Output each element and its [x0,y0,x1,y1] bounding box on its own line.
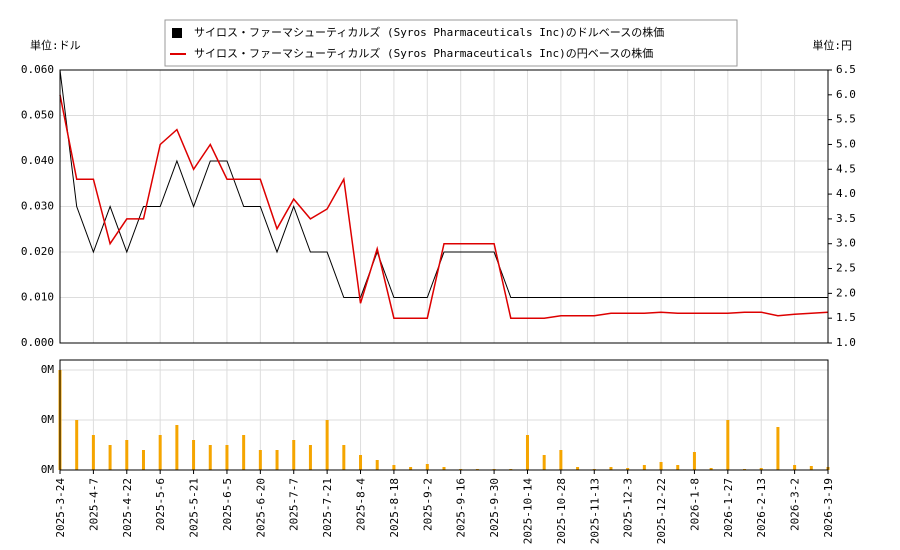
volume-bar [609,467,613,470]
x-tick-label: 2026-3-2 [789,478,802,531]
x-tick-label: 2025-9-16 [455,478,468,538]
volume-bar [525,435,529,470]
y-tick-label: 0M [41,363,55,376]
x-tick-label: 2025-10-28 [555,478,568,544]
y-tick-label: 0M [41,463,55,476]
x-tick-label: 2025-8-18 [388,478,401,538]
volume-bar [759,468,763,470]
volume-bar [626,468,630,470]
y2-axis-label: 単位:円 [812,38,852,52]
volume-bar [225,445,229,470]
y2-tick-label: 5.0 [836,137,856,150]
y-axis-label: 単位:ドル [30,38,81,52]
volume-bar [576,467,580,470]
x-tick-label: 2026-1-27 [722,478,735,538]
volume-bar [692,452,696,470]
volume-bar [409,467,413,470]
volume-bar [75,420,79,470]
y2-tick-label: 1.0 [836,336,856,349]
volume-bar [158,435,162,470]
x-tick-label: 2026-2-13 [755,478,768,538]
price-line [59,94,829,319]
x-tick-label: 2025-10-14 [521,478,534,545]
x-tick-label: 2025-4-7 [87,478,100,531]
y2-tick-label: 3.0 [836,237,856,250]
x-tick-label: 2025-12-3 [622,478,635,538]
y2-tick-label: 5.5 [836,113,856,126]
volume-bar [208,445,212,470]
volume-bar [342,445,346,470]
volume-bar [125,440,129,470]
volume-bar [676,465,680,470]
volume-bar [642,465,646,470]
legend-label: サイロス・ファーマシューティカルズ (Syros Pharmaceuticals… [194,25,664,39]
volume-bar [559,450,563,470]
legend-marker [172,28,182,38]
volume-bar [258,450,262,470]
x-tick-label: 2025-7-7 [288,478,301,531]
x-tick-label: 2025-12-22 [655,478,668,544]
y2-tick-label: 6.0 [836,88,856,101]
y2-tick-label: 1.5 [836,311,856,324]
volume-bar [776,427,780,470]
x-tick-label: 2025-9-2 [421,478,434,531]
x-tick-label: 2025-11-13 [588,478,601,544]
x-tick-label: 2025-5-21 [188,478,201,538]
x-tick-label: 2025-4-22 [121,478,134,538]
y-tick-label: 0.000 [21,336,54,349]
y-tick-label: 0.020 [21,245,54,258]
legend-label: サイロス・ファーマシューティカルズ (Syros Pharmaceuticals… [194,46,653,60]
volume-bar [809,466,813,470]
y-tick-label: 0.010 [21,291,54,304]
legend-box [164,19,738,67]
y2-tick-label: 3.5 [836,212,856,225]
x-tick-label: 2025-6-5 [221,478,234,531]
volume-bar [442,467,446,470]
y2-tick-label: 2.0 [836,286,856,299]
volume-bar [175,425,179,470]
volume-bar [192,440,196,470]
plot-border [59,359,829,471]
volume-bar [292,440,296,470]
x-tick-label: 2026-1-8 [688,478,701,531]
volume-bar [726,420,730,470]
y-tick-label: 0.050 [21,109,54,122]
volume-bar [242,435,246,470]
y-tick-label: 0.040 [21,154,54,167]
volume-bar [425,464,429,470]
volume-bar [141,450,145,470]
legend: サイロス・ファーマシューティカルズ (Syros Pharmaceuticals… [164,19,738,67]
x-tick-label: 2025-3-24 [54,478,67,538]
volume-bar [793,465,797,470]
x-tick-label: 2025-7-21 [321,478,334,538]
plot-border [59,69,829,344]
volume-bar [542,455,546,470]
price-line [59,69,828,298]
volume-bar [392,465,396,470]
y-tick-label: 0M [41,413,55,426]
volume-bar [659,462,663,470]
y-tick-label: 0.030 [21,200,54,213]
volume-bar [709,468,713,470]
x-tick-label: 2025-5-6 [154,478,167,531]
y2-tick-label: 4.0 [836,187,856,200]
volume-bar [325,420,329,470]
volume-bar [375,460,379,470]
y2-tick-label: 2.5 [836,262,856,275]
plot-area [59,359,829,471]
x-tick-label: 2025-9-30 [488,478,501,538]
x-tick-label: 2025-6-20 [254,478,267,538]
volume-bar [359,455,363,470]
volume-bar [275,450,279,470]
volume-bar [91,435,95,470]
y2-tick-label: 6.5 [836,63,856,76]
x-tick-label: 2025-8-4 [355,478,368,531]
y-tick-label: 0.060 [21,63,54,76]
y2-tick-label: 4.5 [836,162,856,175]
volume-bar [108,445,112,470]
x-tick-label: 2026-3-19 [822,478,835,538]
volume-bar [308,445,312,470]
